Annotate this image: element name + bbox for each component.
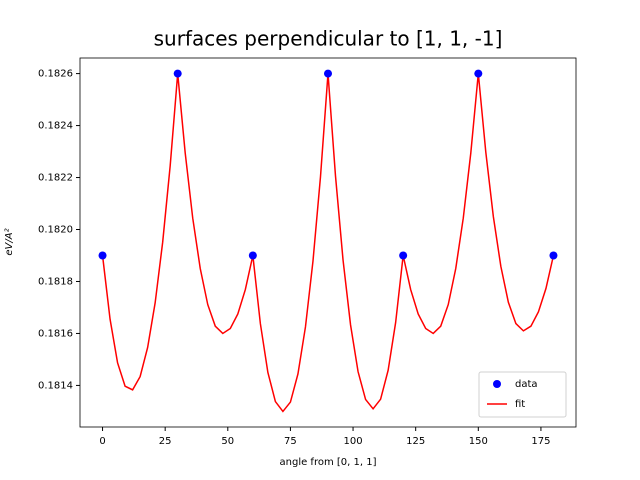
x-tick-label: 50 xyxy=(221,436,234,447)
fit-line xyxy=(101,73,555,413)
x-tick-label: 25 xyxy=(159,436,172,447)
y-tick-label: 0.1822 xyxy=(38,173,73,184)
x-tick-label: 75 xyxy=(284,436,297,447)
y-tick-label: 0.1824 xyxy=(38,121,73,132)
chart-title: surfaces perpendicular to [1, 1, -1] xyxy=(154,27,503,51)
y-tick-label: 0.1820 xyxy=(38,225,73,236)
x-tick-label: 125 xyxy=(406,436,425,447)
legend-marker xyxy=(493,380,501,388)
data-point xyxy=(98,251,107,260)
x-tick-label: 150 xyxy=(469,436,488,447)
y-tick-label: 0.1814 xyxy=(38,380,73,391)
data-point xyxy=(549,251,558,260)
y-axis-label: eV/A² xyxy=(4,228,15,255)
legend-label: data xyxy=(515,379,538,390)
legend-label: fit xyxy=(515,399,525,410)
x-axis-label: angle from [0, 1, 1] xyxy=(280,457,377,468)
data-point xyxy=(248,251,257,260)
x-tick-label: 175 xyxy=(531,436,550,447)
data-point xyxy=(399,251,408,260)
data-point xyxy=(324,69,332,78)
x-tick-label: 100 xyxy=(344,436,363,447)
y-tick-label: 0.1826 xyxy=(38,69,73,80)
y-tick-label: 0.1818 xyxy=(38,276,73,287)
x-tick-label: 0 xyxy=(99,436,105,447)
data-point xyxy=(474,69,483,78)
y-tick-label: 0.1816 xyxy=(38,328,73,339)
plot-frame xyxy=(79,57,577,428)
data-point xyxy=(173,69,182,78)
